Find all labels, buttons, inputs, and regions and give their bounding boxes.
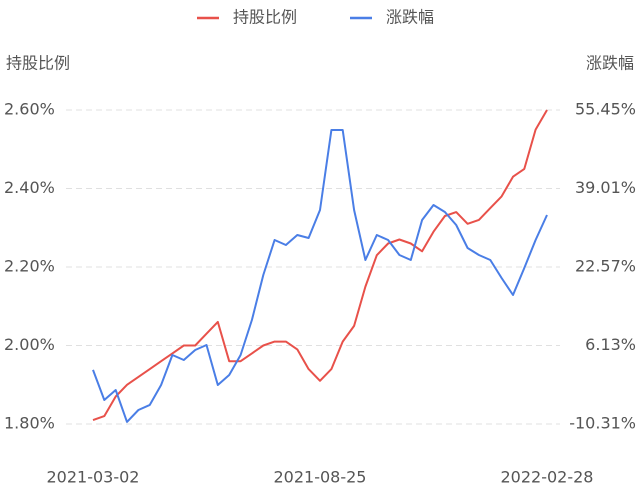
y2-tick-label: 39.01% <box>575 178 636 197</box>
legend-label: 涨跌幅 <box>386 8 434 27</box>
x-tick-label: 2022-02-28 <box>501 468 594 487</box>
x-tick-label: 2021-03-02 <box>47 468 140 487</box>
y-tick-label: 2.60% <box>4 100 55 119</box>
x-tick-label: 2021-08-25 <box>274 468 367 487</box>
y2-tick-label: 22.57% <box>575 257 636 276</box>
y2-tick-label: 55.45% <box>575 100 636 119</box>
y-tick-label: 2.00% <box>4 335 55 354</box>
y-tick-label: 2.40% <box>4 178 55 197</box>
legend-label: 持股比例 <box>233 8 297 27</box>
series-line <box>92 109 548 422</box>
y-axis-title: 持股比例 <box>6 54 70 73</box>
y2-axis-title: 涨跌幅 <box>586 54 634 73</box>
y-tick-label: 1.80% <box>4 414 55 433</box>
series-line <box>92 129 548 423</box>
y2-tick-label: -10.31% <box>569 414 636 433</box>
y2-tick-label: 6.13% <box>585 335 636 354</box>
y-tick-label: 2.20% <box>4 257 55 276</box>
